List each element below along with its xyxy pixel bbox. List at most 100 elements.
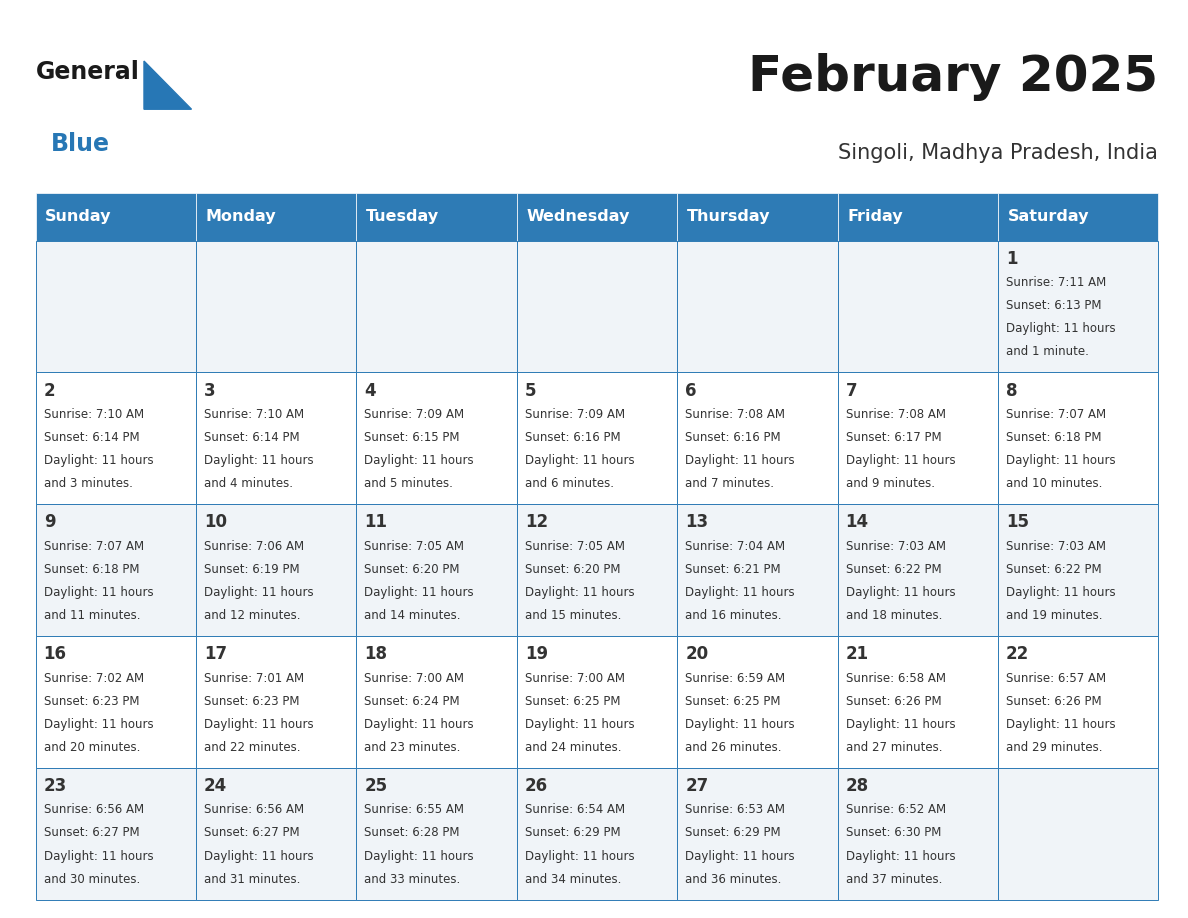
Text: Singoli, Madhya Pradesh, India: Singoli, Madhya Pradesh, India bbox=[839, 142, 1158, 162]
Text: Sunset: 6:26 PM: Sunset: 6:26 PM bbox=[846, 695, 941, 708]
Text: Daylight: 11 hours: Daylight: 11 hours bbox=[1006, 586, 1116, 599]
Text: 10: 10 bbox=[204, 513, 227, 532]
Text: 18: 18 bbox=[365, 645, 387, 663]
FancyBboxPatch shape bbox=[356, 241, 517, 373]
Text: and 36 minutes.: and 36 minutes. bbox=[685, 873, 782, 886]
Text: and 31 minutes.: and 31 minutes. bbox=[204, 873, 301, 886]
Text: and 4 minutes.: and 4 minutes. bbox=[204, 477, 293, 490]
FancyBboxPatch shape bbox=[998, 504, 1158, 636]
FancyBboxPatch shape bbox=[517, 373, 677, 504]
Text: and 3 minutes.: and 3 minutes. bbox=[44, 477, 133, 490]
Text: Daylight: 11 hours: Daylight: 11 hours bbox=[365, 849, 474, 863]
Text: Daylight: 11 hours: Daylight: 11 hours bbox=[685, 586, 795, 599]
Text: Sunrise: 7:02 AM: Sunrise: 7:02 AM bbox=[44, 672, 144, 685]
Text: Daylight: 11 hours: Daylight: 11 hours bbox=[685, 454, 795, 467]
FancyBboxPatch shape bbox=[196, 193, 356, 241]
Text: Daylight: 11 hours: Daylight: 11 hours bbox=[685, 718, 795, 731]
FancyBboxPatch shape bbox=[998, 373, 1158, 504]
Text: 16: 16 bbox=[44, 645, 67, 663]
Text: Sunset: 6:30 PM: Sunset: 6:30 PM bbox=[846, 826, 941, 839]
Text: and 37 minutes.: and 37 minutes. bbox=[846, 873, 942, 886]
FancyBboxPatch shape bbox=[998, 636, 1158, 767]
FancyBboxPatch shape bbox=[677, 767, 838, 900]
FancyBboxPatch shape bbox=[677, 504, 838, 636]
FancyBboxPatch shape bbox=[517, 636, 677, 767]
Text: Sunset: 6:18 PM: Sunset: 6:18 PM bbox=[1006, 431, 1101, 444]
FancyBboxPatch shape bbox=[517, 241, 677, 373]
Text: 14: 14 bbox=[846, 513, 868, 532]
Text: 2: 2 bbox=[44, 382, 56, 399]
Text: and 7 minutes.: and 7 minutes. bbox=[685, 477, 775, 490]
Text: Sunset: 6:24 PM: Sunset: 6:24 PM bbox=[365, 695, 460, 708]
FancyBboxPatch shape bbox=[838, 241, 998, 373]
Text: Daylight: 11 hours: Daylight: 11 hours bbox=[525, 849, 634, 863]
FancyBboxPatch shape bbox=[196, 373, 356, 504]
Text: Daylight: 11 hours: Daylight: 11 hours bbox=[846, 718, 955, 731]
Text: Thursday: Thursday bbox=[687, 209, 770, 224]
Text: Friday: Friday bbox=[847, 209, 903, 224]
Text: Sunset: 6:15 PM: Sunset: 6:15 PM bbox=[365, 431, 460, 444]
Text: Sunrise: 7:00 AM: Sunrise: 7:00 AM bbox=[525, 672, 625, 685]
Text: Sunrise: 6:55 AM: Sunrise: 6:55 AM bbox=[365, 803, 465, 816]
Text: Sunset: 6:14 PM: Sunset: 6:14 PM bbox=[204, 431, 299, 444]
Text: and 26 minutes.: and 26 minutes. bbox=[685, 741, 782, 754]
Text: Sunset: 6:16 PM: Sunset: 6:16 PM bbox=[685, 431, 781, 444]
FancyBboxPatch shape bbox=[36, 767, 196, 900]
Text: and 20 minutes.: and 20 minutes. bbox=[44, 741, 140, 754]
FancyBboxPatch shape bbox=[677, 636, 838, 767]
Text: Sunrise: 6:56 AM: Sunrise: 6:56 AM bbox=[204, 803, 304, 816]
Text: Sunset: 6:25 PM: Sunset: 6:25 PM bbox=[685, 695, 781, 708]
Text: Sunset: 6:29 PM: Sunset: 6:29 PM bbox=[525, 826, 620, 839]
Text: Sunset: 6:22 PM: Sunset: 6:22 PM bbox=[846, 563, 941, 576]
Text: Sunrise: 7:03 AM: Sunrise: 7:03 AM bbox=[1006, 540, 1106, 553]
Text: Daylight: 11 hours: Daylight: 11 hours bbox=[365, 718, 474, 731]
Text: Daylight: 11 hours: Daylight: 11 hours bbox=[44, 849, 153, 863]
FancyBboxPatch shape bbox=[998, 241, 1158, 373]
FancyBboxPatch shape bbox=[196, 767, 356, 900]
Text: Sunrise: 7:11 AM: Sunrise: 7:11 AM bbox=[1006, 276, 1106, 289]
Text: Daylight: 11 hours: Daylight: 11 hours bbox=[525, 454, 634, 467]
Text: Saturday: Saturday bbox=[1007, 209, 1089, 224]
Text: Monday: Monday bbox=[206, 209, 277, 224]
Text: February 2025: February 2025 bbox=[748, 53, 1158, 101]
FancyBboxPatch shape bbox=[517, 504, 677, 636]
Text: Daylight: 11 hours: Daylight: 11 hours bbox=[365, 586, 474, 599]
Text: Daylight: 11 hours: Daylight: 11 hours bbox=[44, 718, 153, 731]
Text: 13: 13 bbox=[685, 513, 708, 532]
Text: 28: 28 bbox=[846, 777, 868, 795]
FancyBboxPatch shape bbox=[838, 193, 998, 241]
Text: Sunrise: 6:54 AM: Sunrise: 6:54 AM bbox=[525, 803, 625, 816]
Text: Blue: Blue bbox=[51, 131, 109, 156]
FancyBboxPatch shape bbox=[196, 241, 356, 373]
Text: and 9 minutes.: and 9 minutes. bbox=[846, 477, 935, 490]
Text: Sunset: 6:25 PM: Sunset: 6:25 PM bbox=[525, 695, 620, 708]
Text: Wednesday: Wednesday bbox=[526, 209, 630, 224]
Text: 6: 6 bbox=[685, 382, 696, 399]
FancyBboxPatch shape bbox=[356, 504, 517, 636]
FancyBboxPatch shape bbox=[998, 193, 1158, 241]
Text: Sunrise: 7:00 AM: Sunrise: 7:00 AM bbox=[365, 672, 465, 685]
Text: and 1 minute.: and 1 minute. bbox=[1006, 345, 1089, 358]
FancyBboxPatch shape bbox=[356, 193, 517, 241]
Text: Daylight: 11 hours: Daylight: 11 hours bbox=[846, 454, 955, 467]
Text: 7: 7 bbox=[846, 382, 858, 399]
Text: Daylight: 11 hours: Daylight: 11 hours bbox=[525, 718, 634, 731]
Text: Sunset: 6:21 PM: Sunset: 6:21 PM bbox=[685, 563, 781, 576]
Text: Sunset: 6:20 PM: Sunset: 6:20 PM bbox=[365, 563, 460, 576]
FancyBboxPatch shape bbox=[36, 241, 196, 373]
Text: 25: 25 bbox=[365, 777, 387, 795]
Text: 9: 9 bbox=[44, 513, 56, 532]
FancyBboxPatch shape bbox=[677, 241, 838, 373]
Text: and 6 minutes.: and 6 minutes. bbox=[525, 477, 614, 490]
Text: and 29 minutes.: and 29 minutes. bbox=[1006, 741, 1102, 754]
Text: 15: 15 bbox=[1006, 513, 1029, 532]
Text: Sunday: Sunday bbox=[45, 209, 112, 224]
Polygon shape bbox=[144, 61, 191, 109]
Text: 20: 20 bbox=[685, 645, 708, 663]
Text: Sunrise: 7:10 AM: Sunrise: 7:10 AM bbox=[44, 408, 144, 421]
Text: Daylight: 11 hours: Daylight: 11 hours bbox=[204, 586, 314, 599]
Text: Sunset: 6:19 PM: Sunset: 6:19 PM bbox=[204, 563, 299, 576]
Text: and 10 minutes.: and 10 minutes. bbox=[1006, 477, 1102, 490]
Text: Sunrise: 7:07 AM: Sunrise: 7:07 AM bbox=[1006, 408, 1106, 421]
Text: Sunrise: 7:09 AM: Sunrise: 7:09 AM bbox=[525, 408, 625, 421]
